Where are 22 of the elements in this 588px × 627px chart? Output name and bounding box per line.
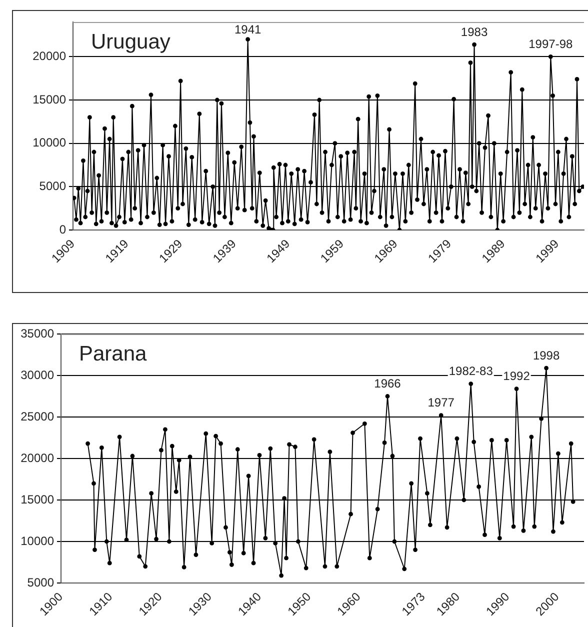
annotation: 1977: [428, 396, 455, 410]
annotation: 1982-83: [448, 364, 494, 378]
y-tick-label: 35000: [20, 326, 54, 340]
y-tick-label: 15000: [20, 492, 54, 506]
y-tick-label: 10000: [20, 534, 54, 548]
annotation: 1997-98: [528, 36, 573, 51]
y-tick-label: 25000: [20, 409, 54, 424]
chart-title: Parana: [79, 342, 148, 366]
y-tick-label: 5000: [27, 575, 54, 590]
y-tick-label: 15000: [32, 92, 66, 106]
annotation: 1992: [503, 369, 530, 384]
y-tick-label: 5000: [39, 178, 66, 193]
y-tick-label: 20000: [32, 48, 66, 63]
y-tick-label: 0: [59, 222, 66, 236]
annotation: 1983: [460, 24, 488, 39]
y-tick-label: 20000: [20, 450, 54, 465]
chart-title: Uruguay: [91, 30, 171, 54]
y-tick-label: 10000: [32, 136, 66, 150]
annotation: 1941: [234, 22, 262, 36]
y-tick-label: 30000: [20, 368, 54, 382]
annotation: 1966: [374, 376, 402, 391]
annotation: 1998: [532, 348, 560, 362]
